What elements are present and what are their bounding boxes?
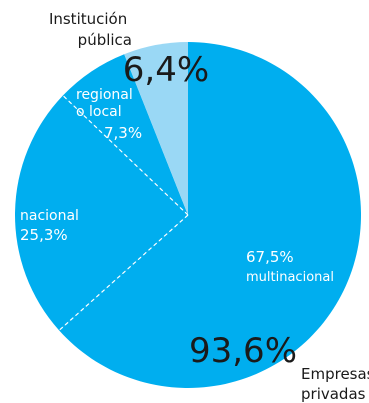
label-institucion-publica: Institución pública [49, 10, 132, 49]
value-empresas-privadas: 93,6% [189, 331, 297, 371]
label-empresas-privadas: Empresas privadas [301, 365, 369, 403]
pie-slice-institucion-publica [124, 42, 188, 215]
slice-divider [62, 95, 189, 216]
value-nacional: 25,3% [20, 226, 68, 244]
label-regional-line2: o local [76, 104, 122, 120]
value-multinacional: 67,5% [246, 248, 294, 266]
pie-slice-multinacional [59, 42, 362, 388]
label-multinacional: multinacional [246, 270, 334, 285]
value-institucion-publica: 6,4% [123, 50, 209, 90]
pie-dividers [58, 95, 189, 331]
label-nacional: nacional [20, 208, 79, 224]
slice-divider [58, 214, 189, 331]
label-empresas-line1: Empresas [301, 365, 369, 383]
label-empresas-line2: privadas [301, 385, 366, 403]
label-institucion-line1: Institución [49, 10, 127, 28]
label-regional-local: regional o local [76, 87, 137, 120]
value-regional-local: 7,3% [104, 124, 142, 142]
pie-slice-nacional [15, 95, 188, 331]
label-institucion-line2: pública [78, 31, 132, 49]
label-regional-line1: regional [76, 87, 133, 103]
pie-slices [15, 42, 362, 388]
pie-slice-regional-o-local [62, 54, 188, 215]
